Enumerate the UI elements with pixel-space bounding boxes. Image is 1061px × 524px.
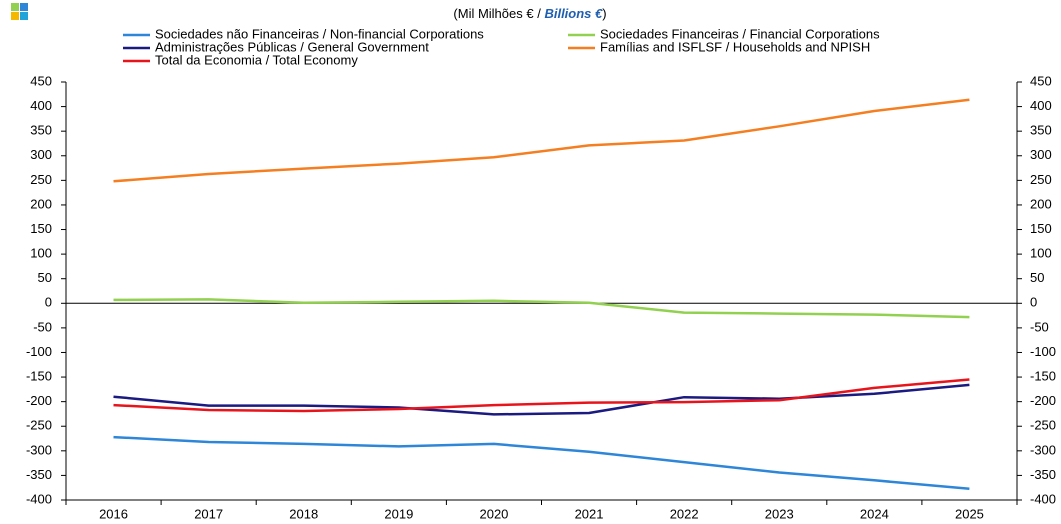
y-tick-label: -150 bbox=[26, 368, 52, 383]
y-tick-label: -350 bbox=[26, 467, 52, 482]
x-tick-label: 2018 bbox=[289, 506, 318, 521]
y-tick-label: 100 bbox=[30, 246, 52, 261]
y2-tick-label: -400 bbox=[1030, 491, 1056, 506]
legend-label: Total da Economia / Total Economy bbox=[155, 52, 358, 67]
y2-tick-label: 100 bbox=[1030, 246, 1052, 261]
series-line bbox=[113, 298, 970, 319]
x-tick-label: 2020 bbox=[479, 506, 508, 521]
y-tick-label: -100 bbox=[26, 344, 52, 359]
y-tick-label: 0 bbox=[45, 295, 52, 310]
y2-tick-label: 200 bbox=[1030, 196, 1052, 211]
x-tick-label: 2025 bbox=[955, 506, 984, 521]
y2-tick-label: -50 bbox=[1030, 319, 1049, 334]
y2-tick-label: 350 bbox=[1030, 123, 1052, 138]
y2-tick-label: 450 bbox=[1030, 73, 1052, 88]
y2-tick-label: -250 bbox=[1030, 418, 1056, 433]
y2-tick-label: 300 bbox=[1030, 147, 1052, 162]
x-tick-label: 2024 bbox=[860, 506, 889, 521]
series-line bbox=[113, 98, 970, 183]
y2-tick-label: -100 bbox=[1030, 344, 1056, 359]
y2-tick-label: -200 bbox=[1030, 393, 1056, 408]
x-tick-label: 2017 bbox=[194, 506, 223, 521]
y2-tick-label: -150 bbox=[1030, 368, 1056, 383]
y-tick-label: 200 bbox=[30, 196, 52, 211]
x-tick-label: 2016 bbox=[99, 506, 128, 521]
y2-tick-label: 150 bbox=[1030, 221, 1052, 236]
y2-tick-label: 0 bbox=[1030, 295, 1037, 310]
legend-label: Sociedades Financeiras / Financial Corpo… bbox=[600, 26, 880, 41]
subtitle-pt: (Mil Milhões € / bbox=[453, 6, 541, 21]
y-tick-label: 450 bbox=[30, 73, 52, 88]
y-tick-label: 350 bbox=[30, 123, 52, 138]
y2-tick-label: -350 bbox=[1030, 467, 1056, 482]
subtitle-en: Billions € bbox=[544, 6, 603, 21]
y-tick-label: 150 bbox=[30, 221, 52, 236]
subtitle: (Mil Milhões € / Billions €) bbox=[453, 6, 606, 21]
x-tick-label: 2019 bbox=[384, 506, 413, 521]
y-tick-label: 400 bbox=[30, 98, 52, 113]
y-tick-label: -200 bbox=[26, 393, 52, 408]
y-tick-label: 50 bbox=[38, 270, 52, 285]
x-tick-label: 2023 bbox=[765, 506, 794, 521]
y2-tick-label: 50 bbox=[1030, 270, 1044, 285]
series-line bbox=[113, 435, 970, 490]
legend-label: Sociedades não Financeiras / Non-financi… bbox=[155, 26, 484, 41]
y-tick-label: -250 bbox=[26, 418, 52, 433]
y-tick-label: -400 bbox=[26, 491, 52, 506]
legend-label: Famílias and ISFLSF / Households and NPI… bbox=[600, 39, 870, 54]
subtitle-end: ) bbox=[602, 6, 606, 21]
y-tick-label: 250 bbox=[30, 172, 52, 187]
y-tick-label: -50 bbox=[33, 319, 52, 334]
y2-tick-label: 250 bbox=[1030, 172, 1052, 187]
y-tick-label: -300 bbox=[26, 442, 52, 457]
y2-tick-label: 400 bbox=[1030, 98, 1052, 113]
y-tick-label: 300 bbox=[30, 147, 52, 162]
legend-label: Administrações Públicas / General Govern… bbox=[155, 39, 429, 54]
logo bbox=[11, 3, 28, 20]
x-tick-label: 2021 bbox=[575, 506, 604, 521]
y2-tick-label: -300 bbox=[1030, 442, 1056, 457]
series-line bbox=[113, 378, 970, 413]
x-tick-label: 2022 bbox=[670, 506, 699, 521]
series-line bbox=[113, 383, 970, 416]
